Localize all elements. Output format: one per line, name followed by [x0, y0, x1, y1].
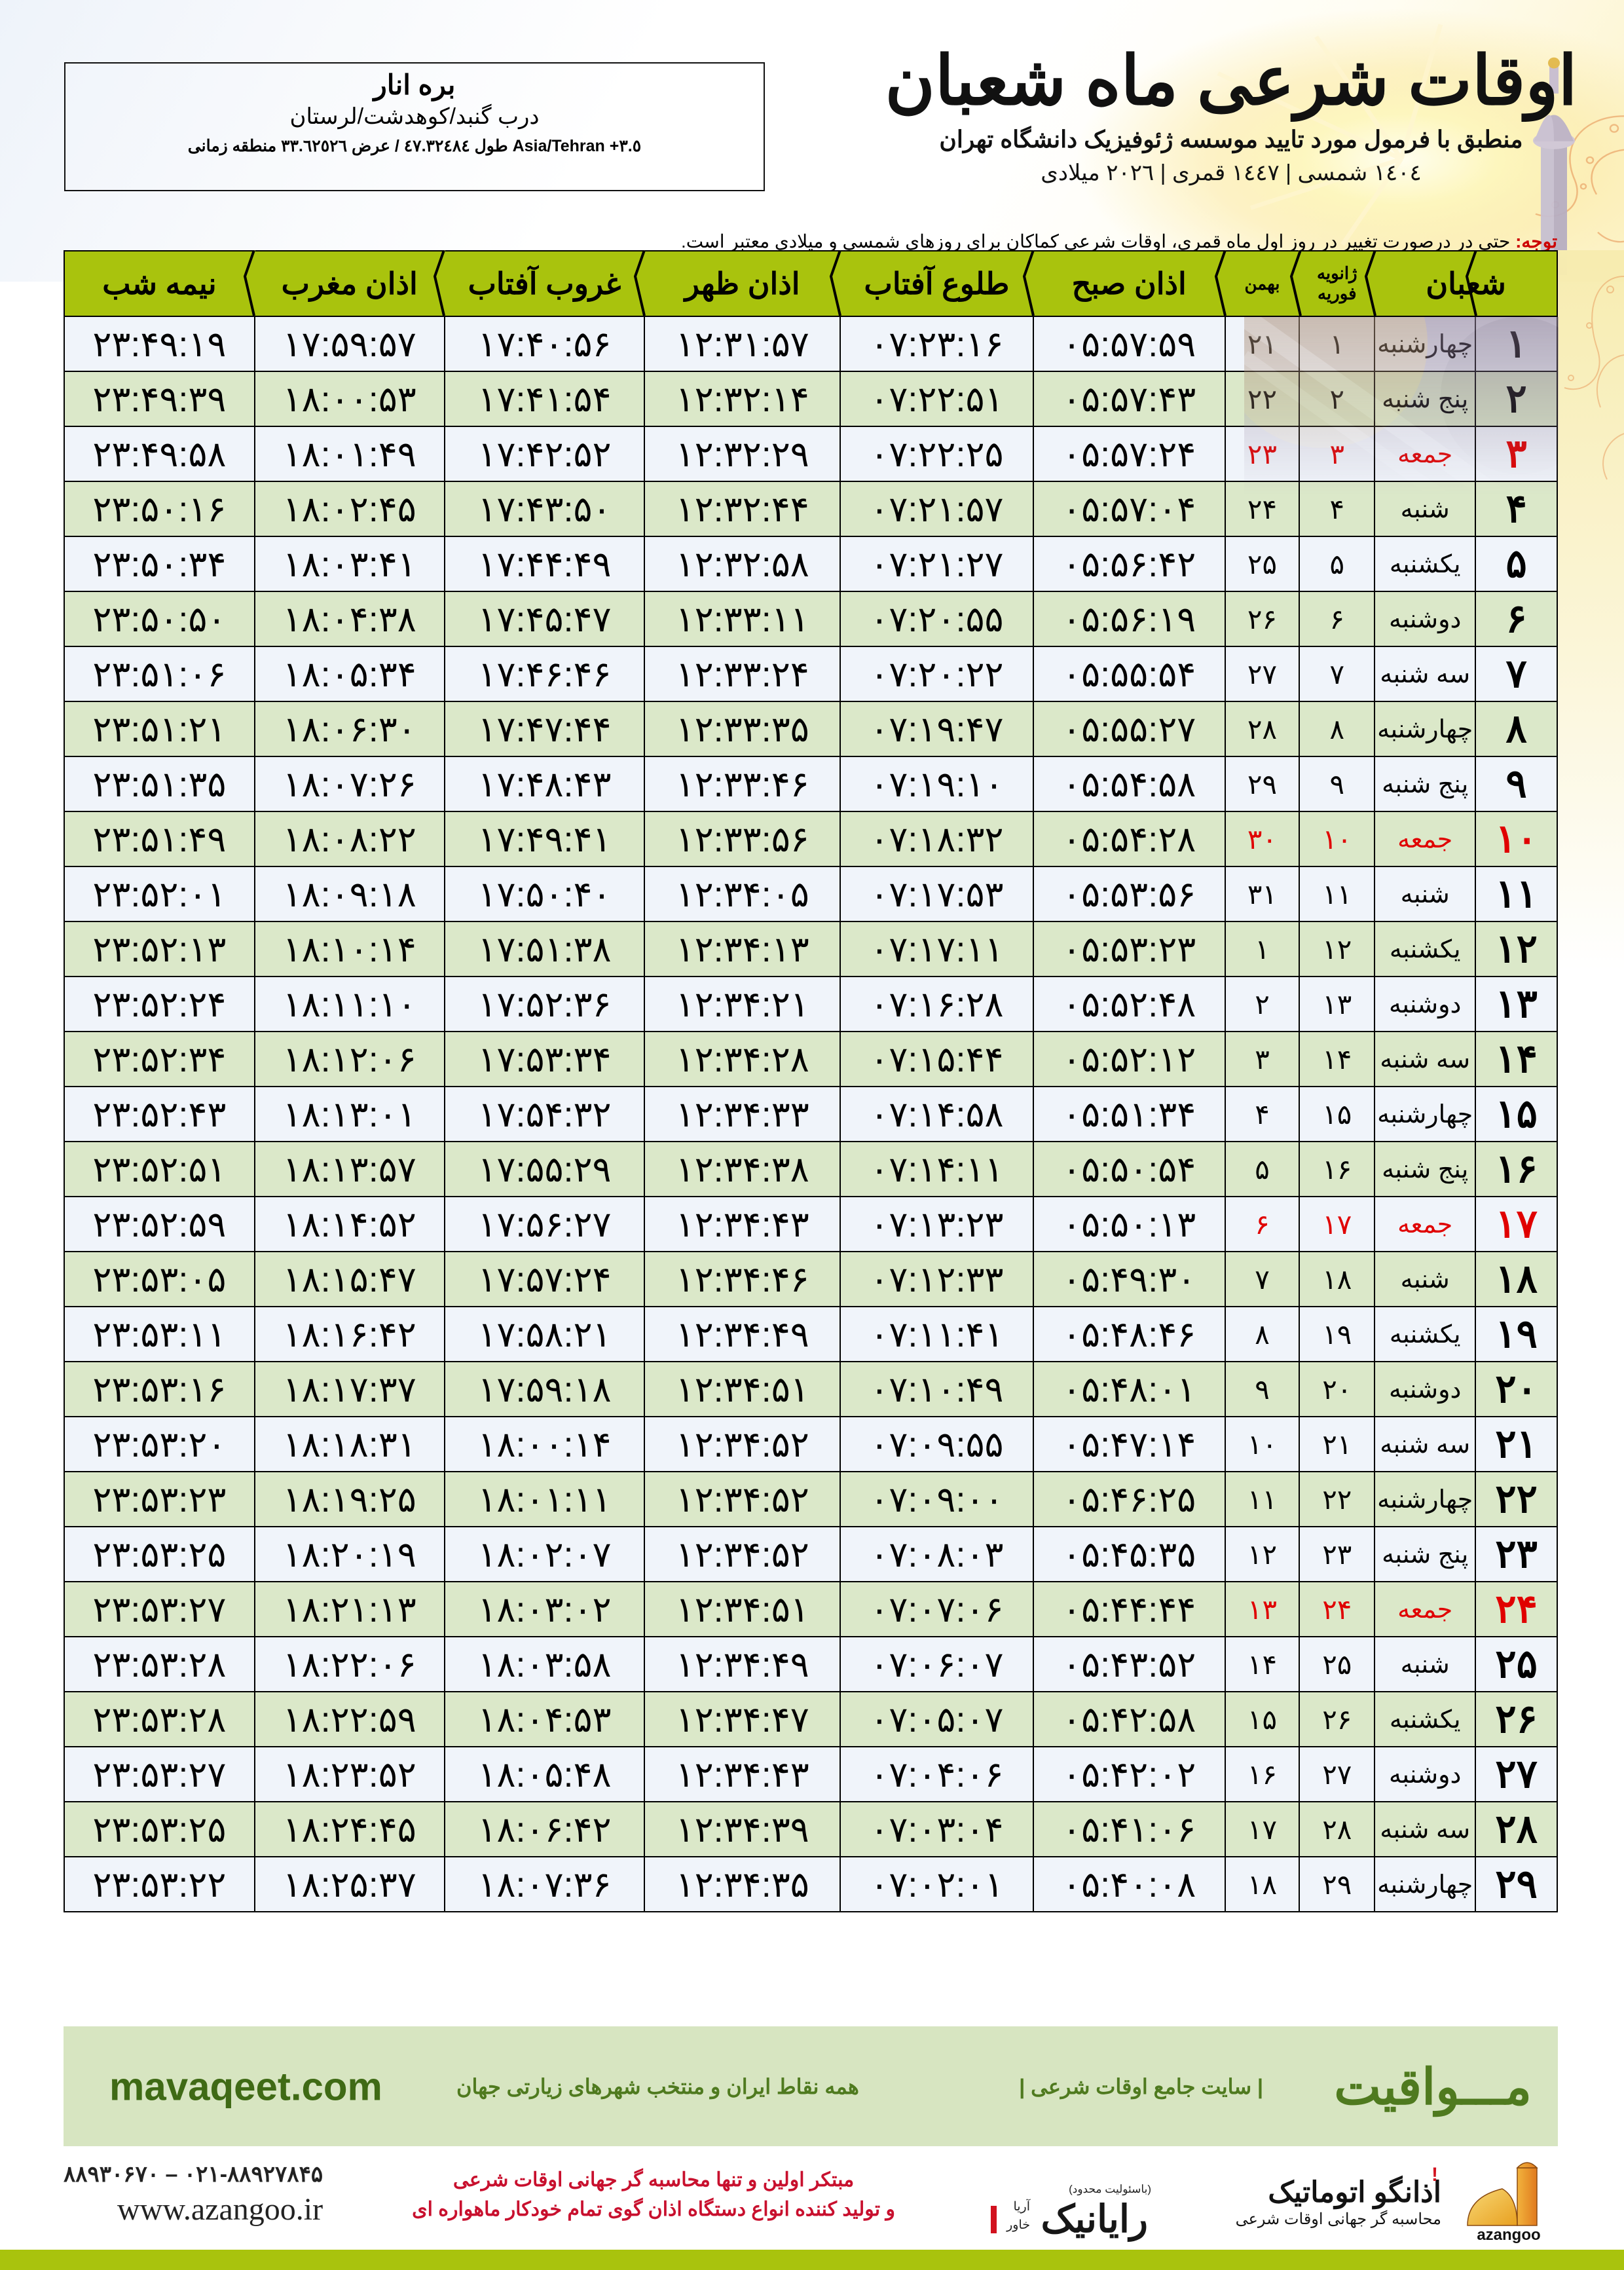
svg-text:رایانیک: رایانیک [1041, 2198, 1148, 2242]
svg-text:اذانگو اتوماتیک: اذانگو اتوماتیک [1268, 2175, 1441, 2210]
svg-text:خاور: خاور [1006, 2218, 1030, 2232]
svg-text:آریا: آریا [1013, 2199, 1030, 2214]
svg-text:azangoo: azangoo [1477, 2226, 1540, 2244]
svg-text:محاسبه گر جهانی اوقات شرعی: محاسبه گر جهانی اوقات شرعی [1236, 2210, 1441, 2228]
svg-text:!: ! [1431, 2164, 1438, 2186]
svg-text:(باسئولیت محدود): (باسئولیت محدود) [1069, 2183, 1151, 2196]
